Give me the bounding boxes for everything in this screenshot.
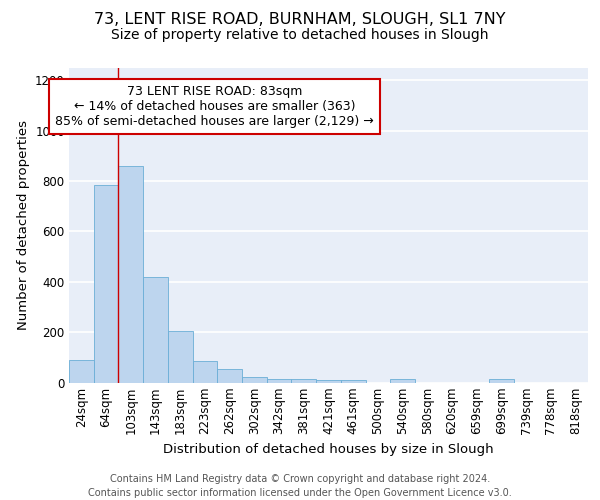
X-axis label: Distribution of detached houses by size in Slough: Distribution of detached houses by size … — [163, 442, 494, 456]
Bar — [292, 380, 316, 382]
Bar — [316, 380, 341, 382]
Bar — [193, 361, 217, 382]
Bar — [341, 380, 365, 382]
Bar — [143, 276, 168, 382]
Y-axis label: Number of detached properties: Number of detached properties — [17, 120, 29, 330]
Bar — [118, 166, 143, 382]
Bar — [242, 378, 267, 382]
Bar — [267, 378, 292, 382]
Text: Size of property relative to detached houses in Slough: Size of property relative to detached ho… — [111, 28, 489, 42]
Bar — [168, 331, 193, 382]
Bar — [69, 360, 94, 382]
Bar — [217, 370, 242, 382]
Bar — [390, 380, 415, 382]
Text: 73 LENT RISE ROAD: 83sqm
← 14% of detached houses are smaller (363)
85% of semi-: 73 LENT RISE ROAD: 83sqm ← 14% of detach… — [55, 85, 374, 128]
Bar — [489, 380, 514, 382]
Text: 73, LENT RISE ROAD, BURNHAM, SLOUGH, SL1 7NY: 73, LENT RISE ROAD, BURNHAM, SLOUGH, SL1… — [94, 12, 506, 28]
Bar — [94, 184, 118, 382]
Text: Contains HM Land Registry data © Crown copyright and database right 2024.
Contai: Contains HM Land Registry data © Crown c… — [88, 474, 512, 498]
